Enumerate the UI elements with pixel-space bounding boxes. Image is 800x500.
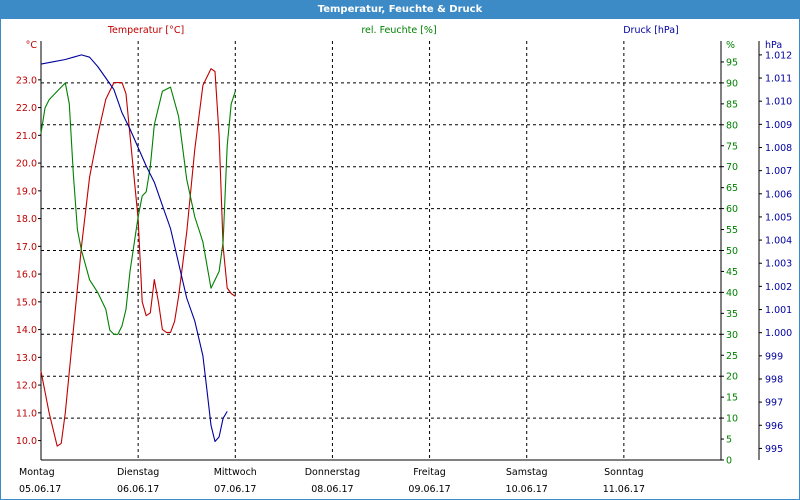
humidity-tick-label: 70 (726, 162, 738, 173)
temperature-tick-label: 18.0 (16, 214, 37, 225)
legend-humidity: rel. Feuchte [%] (361, 25, 436, 36)
temperature-tick-label: 12.0 (16, 381, 37, 392)
legend-temperature: Temperatur [°C] (107, 25, 184, 36)
pressure-tick-label: 997 (765, 398, 783, 409)
pressure-tick-label: 1.010 (765, 97, 792, 108)
pressure-tick-label: 1.000 (765, 328, 792, 339)
temperature-tick-label: 22.0 (16, 103, 37, 114)
humidity-tick-label: 35 (726, 309, 738, 320)
axes (38, 41, 762, 461)
axis-labels: Montag05.06.17Dienstag06.06.17Mittwoch07… (16, 40, 792, 495)
temperature-tick-label: 10.0 (16, 436, 37, 447)
pressure-tick-label: 1.008 (765, 143, 792, 154)
pressure-tick-label: 999 (765, 351, 783, 362)
temperature-unit-label: °C (26, 40, 38, 51)
grid-lines (41, 41, 722, 460)
x-tick-date: 08.06.17 (311, 484, 353, 495)
temperature-line (40, 68, 236, 447)
humidity-line (40, 82, 236, 335)
temperature-tick-label: 15.0 (16, 297, 37, 308)
pressure-tick-label: 1.005 (765, 212, 792, 223)
humidity-tick-label: 0 (726, 456, 732, 467)
x-tick-date: 11.06.17 (603, 484, 645, 495)
pressure-tick-label: 1.006 (765, 189, 792, 200)
temperature-tick-label: 13.0 (16, 353, 37, 364)
pressure-tick-label: 995 (765, 444, 783, 455)
pressure-tick-label: 1.007 (765, 166, 792, 177)
humidity-tick-label: 65 (726, 183, 738, 194)
humidity-tick-label: 10 (726, 414, 738, 425)
humidity-tick-label: 85 (726, 99, 738, 110)
x-tick-day: Freitag (413, 467, 446, 478)
humidity-tick-label: 30 (726, 330, 738, 341)
pressure-tick-label: 1.001 (765, 305, 792, 316)
pressure-tick-label: 996 (765, 421, 783, 432)
humidity-tick-label: 90 (726, 78, 738, 89)
pressure-tick-label: 1.004 (765, 236, 792, 247)
chart-canvas: Montag05.06.17Dienstag06.06.17Mittwoch07… (16, 25, 792, 495)
pressure-line (40, 54, 228, 443)
x-tick-day: Montag (19, 467, 55, 478)
pressure-tick-label: 1.012 (765, 50, 792, 61)
x-tick-day: Mittwoch (214, 467, 257, 478)
x-tick-date: 07.06.17 (214, 484, 256, 495)
x-tick-day: Dienstag (117, 467, 159, 478)
pressure-tick-label: 998 (765, 374, 783, 385)
x-tick-day: Donnerstag (305, 467, 360, 478)
legend-pressure: Druck [hPa] (623, 25, 679, 36)
pressure-unit-label: hPa (765, 40, 782, 51)
humidity-tick-label: 45 (726, 267, 738, 278)
chart-frame: Montag 05.06.17 Dienstag 06.06.17 Mittwoch 07… (0, 19, 800, 500)
temperature-tick-label: 17.0 (16, 242, 37, 253)
humidity-tick-label: 25 (726, 351, 738, 362)
humidity-tick-label: 80 (726, 120, 738, 131)
temperature-tick-label: 19.0 (16, 186, 37, 197)
pressure-tick-label: 1.009 (765, 120, 792, 131)
x-tick-date: 06.06.17 (117, 484, 159, 495)
x-tick-day: Sonntag (604, 467, 643, 478)
window-title: Temperatur, Feuchte & Druck (0, 0, 800, 19)
humidity-tick-label: 60 (726, 204, 738, 215)
humidity-unit-label: % (726, 40, 735, 51)
humidity-tick-label: 40 (726, 288, 738, 299)
pressure-tick-label: 1.003 (765, 259, 792, 270)
humidity-tick-label: 5 (726, 435, 732, 446)
temperature-tick-label: 11.0 (16, 408, 37, 419)
x-tick-date: 09.06.17 (408, 484, 450, 495)
humidity-tick-label: 15 (726, 393, 738, 404)
humidity-tick-label: 75 (726, 141, 738, 152)
temperature-tick-label: 23.0 (16, 75, 37, 86)
pressure-tick-label: 1.011 (765, 74, 792, 85)
humidity-tick-label: 50 (726, 246, 738, 257)
x-tick-day: Samstag (506, 467, 548, 478)
temperature-tick-label: 20.0 (16, 159, 37, 170)
temperature-tick-label: 14.0 (16, 325, 37, 336)
humidity-tick-label: 55 (726, 225, 738, 236)
temperature-tick-label: 21.0 (16, 131, 37, 142)
pressure-tick-label: 1.002 (765, 282, 792, 293)
x-tick-date: 05.06.17 (19, 484, 61, 495)
temperature-tick-label: 16.0 (16, 270, 37, 281)
humidity-tick-label: 95 (726, 57, 738, 68)
x-tick-date: 10.06.17 (506, 484, 548, 495)
humidity-tick-label: 20 (726, 372, 738, 383)
series-lines (40, 54, 236, 447)
